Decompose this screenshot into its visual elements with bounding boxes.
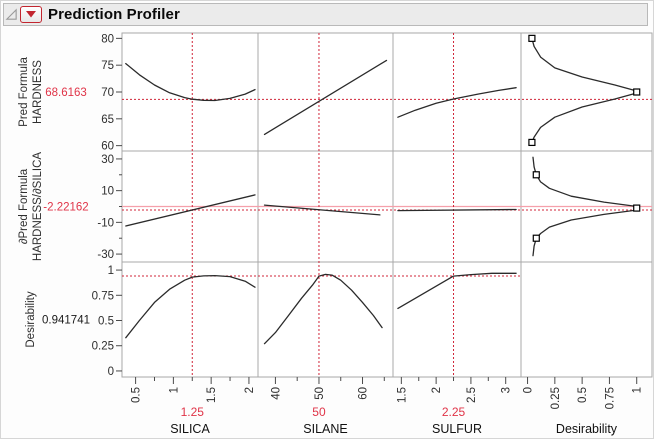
profile-trace-r1c1 [125,62,256,102]
x-tick-label: 3 [501,387,513,393]
profile-cell-r1c2[interactable] [257,32,394,152]
x-tick-label: 0.75 [604,387,616,409]
x-tick-label: 0.25 [550,387,562,409]
x-tick-label: 0 [523,387,535,393]
y-tick-label: 80 [101,33,114,45]
factor-axis-label: Desirability [556,422,618,436]
x-tick-label: 0.5 [577,387,589,403]
x-tick-label: 0.5 [131,387,143,403]
red-triangle-menu-button[interactable] [20,6,42,23]
factor-current-value[interactable]: 50 [312,405,326,419]
factor-axis-label: SILANE [303,422,347,436]
row-current-value[interactable]: 68.6163 [45,87,87,99]
red-triangle-icon [26,11,36,18]
x-tick-label: 40 [270,387,282,400]
x-tick-label: 2 [431,387,443,393]
y-tick-label: 30 [101,154,114,166]
profile-cell-r1c4[interactable] [520,32,653,152]
profile-cell-r3c2[interactable] [257,261,394,378]
y-tick-label: 65 [101,114,114,126]
profile-trace-r3c3 [397,272,517,310]
y-tick-label: 0 [108,366,114,378]
profile-trace-r1c3 [397,87,517,118]
factor-axis-label: SULFUR [432,422,482,436]
profile-trace-r2c2 [263,204,381,216]
y-tick-label: -30 [97,249,114,261]
row-current-value[interactable]: 0.941741 [42,315,90,327]
row-axis-title: ∂Pred Formula HARDNESS/∂SILICA [18,152,44,262]
x-tick-label: 1.5 [396,387,408,403]
profile-trace-r3c2 [263,273,383,345]
factor-current-value[interactable]: 1.25 [181,405,205,419]
x-tick-label: 50 [314,387,326,400]
desirability-handle-marker[interactable] [528,34,536,42]
outline-box-titlebar: Prediction Profiler [3,3,648,26]
profile-cell-r3c3[interactable] [392,261,522,378]
x-tick-label: 1 [632,387,644,393]
y-tick-label: 60 [101,141,114,153]
x-tick-label: 2 [244,387,256,393]
row-current-value[interactable]: -2.22162 [43,202,88,214]
x-tick-label: 60 [358,387,370,400]
y-tick-label: 70 [101,87,114,99]
y-tick-label: 10 [101,186,114,198]
x-tick-label: 1 [168,387,180,393]
desirability-handle-marker[interactable] [633,88,641,96]
x-tick-label: 2.5 [466,387,478,403]
y-tick-label: 75 [101,60,114,72]
desirability-handle-marker[interactable] [532,234,540,242]
y-tick-label: 1 [108,265,114,277]
y-tick-label: 0.75 [92,290,114,302]
factor-axis-label: SILICA [170,422,210,436]
disclosure-triangle-icon[interactable] [5,8,18,21]
desirability-handle-marker[interactable] [528,138,536,147]
desirability-handle-marker[interactable] [633,204,641,212]
profile-trace-r2c1 [125,194,256,227]
profile-cell-r1c3[interactable] [392,32,522,152]
profile-cell-r3c4[interactable] [520,261,653,378]
profile-trace-r2c3 [397,208,517,212]
row-axis-title: Pred Formula HARDNESS [18,57,44,127]
profile-trace-r1c2 [263,59,388,136]
y-tick-label: 0.25 [92,341,114,353]
x-tick-label: 1.5 [206,387,218,403]
profile-cell-r1c1[interactable] [121,32,259,152]
factor-current-value[interactable]: 2.25 [442,405,466,419]
profile-cell-r3c1[interactable] [121,261,259,378]
panel-title: Prediction Profiler [48,6,180,23]
row-axis-title: Desirability [25,291,37,347]
profile-trace-r3c1 [125,274,256,339]
y-tick-label: 0.5 [98,316,114,328]
desirability-handle-marker[interactable] [532,171,540,179]
y-tick-label: -10 [97,217,114,229]
